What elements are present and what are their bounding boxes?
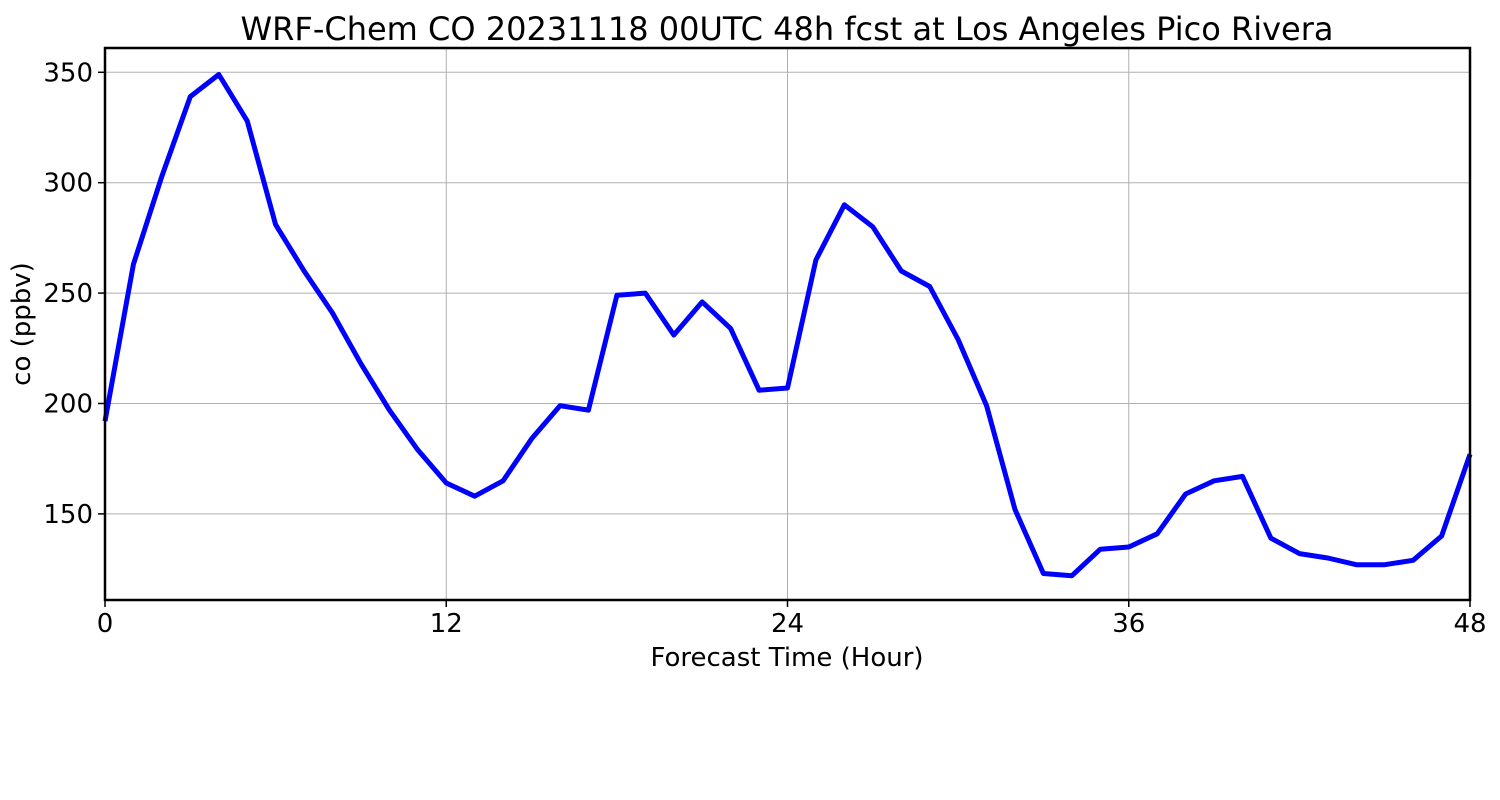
x-tick-label: 36 [1112, 609, 1145, 639]
axis-ticks: 0 12 24 36 48 150 200 250 300 350 [43, 58, 1486, 639]
y-tick-label: 200 [43, 389, 93, 419]
co-series-line [102, 72, 1473, 579]
x-tick-label: 0 [97, 609, 114, 639]
series-layer [102, 72, 1473, 579]
x-tick-label: 48 [1453, 609, 1486, 639]
x-axis-label: Forecast Time (Hour) [650, 643, 923, 673]
chart-title: WRF-Chem CO 20231118 00UTC 48h fcst at L… [241, 10, 1334, 48]
x-tick-label: 24 [771, 609, 804, 639]
y-axis-label: co (ppbv) [7, 262, 37, 386]
x-tick-label: 12 [430, 609, 463, 639]
y-tick-label: 150 [43, 500, 93, 530]
y-tick-label: 350 [43, 58, 93, 88]
y-tick-label: 300 [43, 169, 93, 199]
y-tick-label: 250 [43, 279, 93, 309]
